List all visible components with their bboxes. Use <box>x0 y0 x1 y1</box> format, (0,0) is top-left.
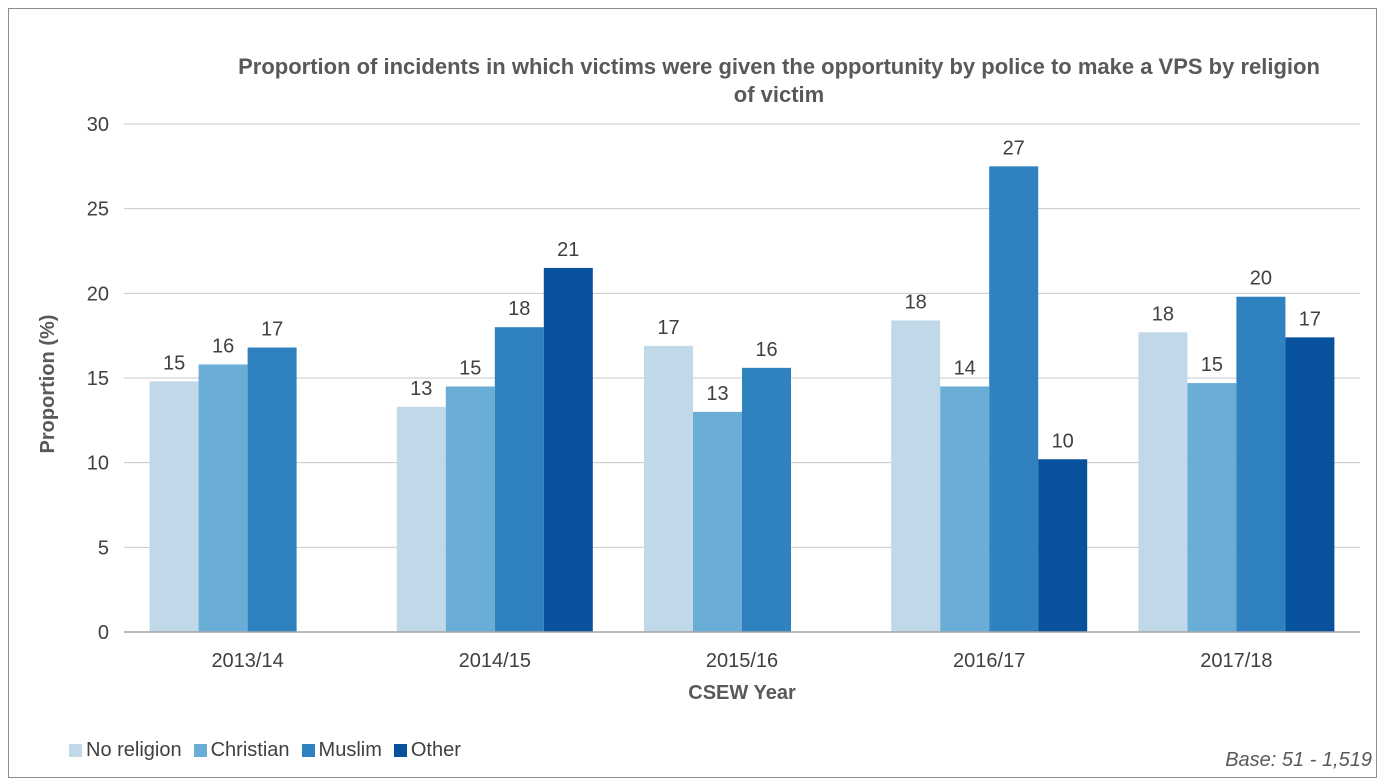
y-tick-label: 15 <box>87 368 109 390</box>
legend: No religion Christian Muslim Other <box>69 739 473 762</box>
bar <box>1285 337 1335 632</box>
chart-title: Proportion of incidents in which victims… <box>238 54 1320 107</box>
x-tick-label: 2017/18 <box>1200 650 1272 672</box>
data-label: 18 <box>508 298 530 320</box>
legend-item-christian: Christian <box>193 739 290 762</box>
data-label: 17 <box>261 319 283 341</box>
axes: 0 5 10 15 20 25 30 2013/14 2014/15 2015/16 2016/17… <box>87 114 1360 672</box>
data-label: 16 <box>212 335 234 357</box>
data-label: 15 <box>163 352 185 374</box>
y-tick-label: 20 <box>87 283 109 305</box>
data-label: 21 <box>557 239 579 261</box>
bar <box>742 367 791 632</box>
data-label: 20 <box>1250 268 1272 290</box>
bar <box>989 166 1039 633</box>
legend-swatch <box>69 744 82 757</box>
legend-label: Other <box>410 739 461 761</box>
bar <box>494 327 544 632</box>
bar <box>149 381 199 632</box>
x-axis-title: CSEW Year <box>688 682 796 704</box>
data-label: 13 <box>706 383 728 405</box>
y-tick-label: 0 <box>98 622 109 644</box>
data-label: 18 <box>905 291 927 313</box>
bar <box>693 411 742 632</box>
legend-swatch <box>193 744 207 757</box>
chart-canvas: 15 16 17 13 15 18 21 17 13 16 18 14 27 10 18 15 20 17 0 5 1… <box>37 114 1360 704</box>
y-tick-label: 30 <box>87 114 109 136</box>
bar <box>940 386 990 632</box>
legend-swatch <box>393 744 407 757</box>
x-tick-label: 2015/16 <box>706 650 778 672</box>
data-label: 16 <box>755 339 777 361</box>
legend-swatch <box>301 744 315 757</box>
x-tick-label: 2013/14 <box>211 650 283 672</box>
data-label: 17 <box>657 317 679 339</box>
bar <box>1038 459 1088 632</box>
x-tick-label: 2016/17 <box>953 650 1025 672</box>
data-label: 10 <box>1052 430 1074 452</box>
legend-item-no-religion: No religion <box>69 739 182 762</box>
x-tick-label: 2014/15 <box>459 650 531 672</box>
bar <box>445 386 495 632</box>
bar <box>247 347 297 632</box>
data-label: 18 <box>1152 303 1174 325</box>
bar <box>1187 383 1237 632</box>
bar <box>198 364 248 632</box>
legend-label: Muslim <box>318 739 382 761</box>
data-label: 14 <box>954 357 976 379</box>
chart-frame: 15 16 17 13 15 18 21 17 13 16 18 14 27 10 18 15 20 17 0 5 1… <box>8 8 1377 778</box>
legend-item-muslim: Muslim <box>301 739 382 762</box>
bar <box>543 267 593 632</box>
legend-item-other: Other <box>393 739 461 762</box>
legend-label: Christian <box>210 739 290 761</box>
data-label: 15 <box>1201 354 1223 376</box>
bar <box>1236 296 1286 632</box>
base-footnote: Base: 51 - 1,519 <box>1225 749 1372 771</box>
y-tick-label: 25 <box>87 199 109 221</box>
bar <box>1138 332 1188 632</box>
y-axis-title: Proportion (%) <box>37 315 59 454</box>
data-label: 13 <box>410 378 432 400</box>
bar <box>891 320 941 632</box>
data-label: 17 <box>1299 308 1321 330</box>
bars <box>149 166 1335 633</box>
data-labels: 15 16 17 13 15 18 21 17 13 16 18 14 27 10 18 15 20 17 <box>163 137 1321 452</box>
data-label: 27 <box>1003 137 1025 159</box>
y-tick-label: 5 <box>98 537 109 559</box>
bar <box>644 345 693 632</box>
legend-label: No religion <box>86 739 182 761</box>
data-label: 15 <box>459 357 481 379</box>
bar <box>396 406 446 632</box>
y-tick-label: 10 <box>87 453 109 475</box>
